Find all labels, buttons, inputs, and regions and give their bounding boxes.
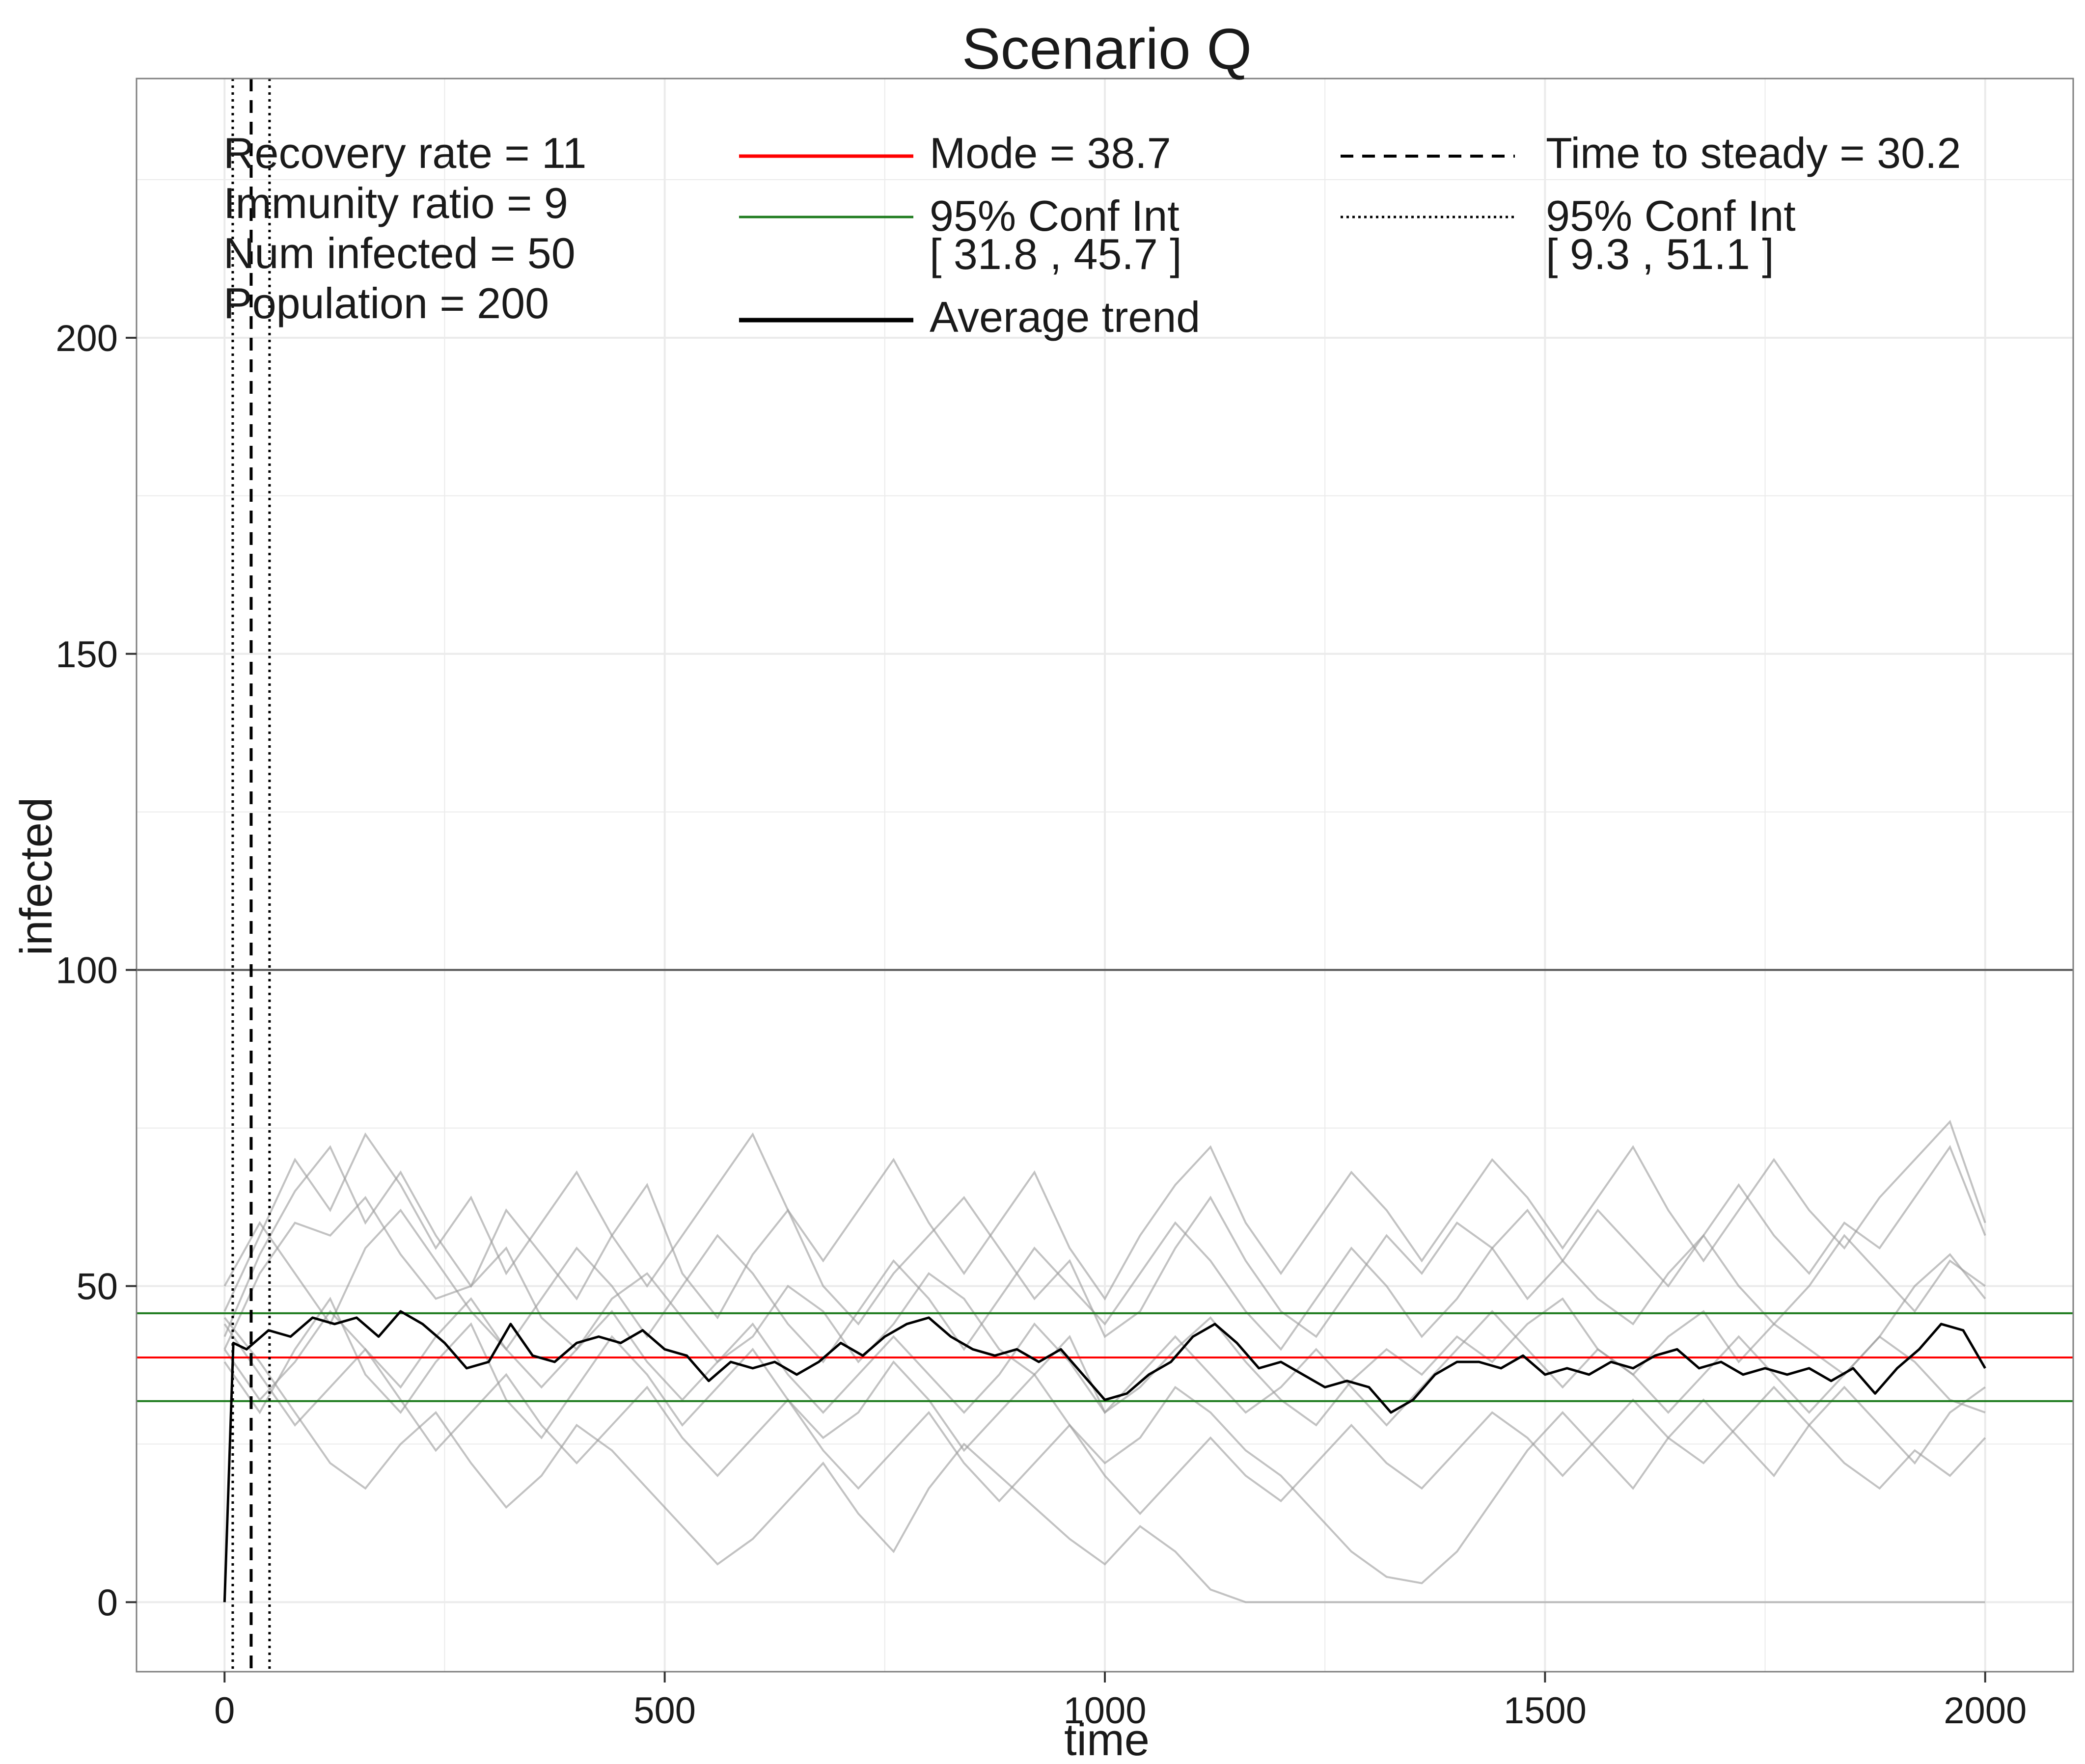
- x-axis-label: time: [1064, 1715, 1150, 1764]
- legend-steady-label: Time to steady = 30.2: [1546, 129, 1961, 177]
- y-tick-label: 200: [55, 318, 118, 359]
- parameter-annotation: Recovery rate = 11: [223, 129, 586, 177]
- simulation-run-line: [223, 1119, 1986, 1312]
- y-tick-label: 100: [55, 950, 118, 992]
- legend: Mode = 38.7 95% Conf Int [ 31.8 , 45.7 ]…: [739, 129, 1961, 341]
- legend-mode-label: Mode = 38.7: [930, 129, 1171, 177]
- legend-trend-label: Average trend: [930, 293, 1200, 341]
- reference-lines: [137, 79, 2073, 1672]
- simulation-run-line: [223, 1323, 1986, 1516]
- legend-conf-int-range: [ 31.8 , 45.7 ]: [930, 230, 1182, 278]
- parameter-annotation: Population = 200: [223, 279, 549, 327]
- y-tick-label: 150: [55, 634, 118, 676]
- parameter-annotation: Num infected = 50: [223, 229, 576, 277]
- y-axis-label: infected: [11, 797, 61, 955]
- x-tick-label: 500: [633, 1690, 696, 1732]
- x-axis-ticks: 0 500 1000 1500 2000: [214, 1672, 2027, 1732]
- parameter-annotation: Immunity ratio = 9: [223, 179, 568, 227]
- y-tick-label: 0: [97, 1582, 118, 1624]
- legend-steady-ci-label: 95% Conf Int: [1546, 191, 1796, 240]
- simulation-run-line: [223, 1297, 1986, 1584]
- average-trend-group: [223, 1310, 1986, 1602]
- legend-steady-ci-range: [ 9.3 , 51.1 ]: [1546, 230, 1774, 278]
- x-tick-label: 0: [214, 1690, 235, 1732]
- x-tick-label: 2000: [1944, 1690, 2027, 1732]
- chart-title: Scenario Q: [962, 17, 1252, 81]
- average-trend-line: [223, 1310, 1986, 1602]
- y-tick-label: 50: [76, 1266, 118, 1308]
- simulation-run-line: [223, 1297, 1986, 1427]
- x-tick-label: 1500: [1504, 1690, 1587, 1732]
- y-axis-ticks: 0 50 100 150 200: [55, 318, 137, 1624]
- simulation-run-line: [223, 1317, 1985, 1603]
- legend-conf-int-label: 95% Conf Int: [930, 191, 1180, 240]
- simulation-run-line: [223, 1145, 1986, 1338]
- x-tick-label: 1000: [1063, 1690, 1146, 1732]
